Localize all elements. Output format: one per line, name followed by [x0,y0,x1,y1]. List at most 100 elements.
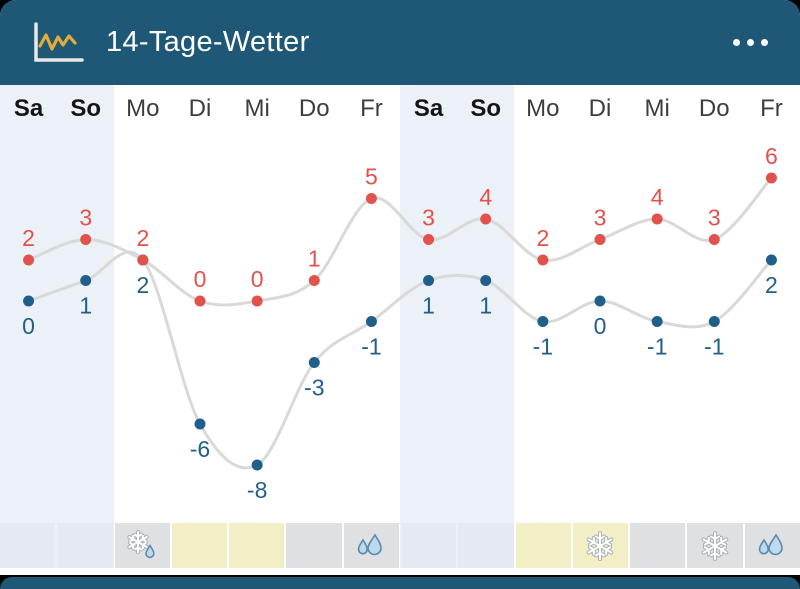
temp-label-low: 1 [79,293,92,319]
temp-point-high [423,234,435,245]
forecast-body: Sa So Mo Di Mi Do Fr Sa So Mo Di Mi Do Fr 0 1 2 -6 -8 -3 -1… [0,85,800,575]
temp-label-high: 3 [79,205,92,231]
temp-label-high: 3 [708,205,721,231]
weekend-band [400,85,515,568]
forecast-cell [572,523,629,568]
temperature-chart: 0 1 2 -6 -8 -3 -1 1 1 -1 0 -1 -1 2 2 3 2 0 0 1 5 3 4 2 3 4 3 6 [22,143,778,503]
temp-point-high [23,254,35,266]
temp-point-high [537,254,549,266]
forecast-cell [114,523,170,568]
day-label: Do [298,95,330,122]
temp-label-high: 3 [422,205,435,231]
rain-icon [358,533,383,555]
forecast-cell [57,523,113,568]
temp-point-low [23,295,35,307]
forecast-cell [286,523,342,568]
line-chart-icon [26,18,88,68]
temp-label-high: 5 [365,164,378,190]
temp-point-high [594,234,606,245]
temp-label-low: -1 [361,334,381,360]
temp-label-high: 4 [479,184,492,210]
day-label: Di [188,95,212,122]
widget-header: 14-Tage-Wetter [0,0,800,85]
temp-label-low: 1 [479,293,492,319]
temp-label-high: 6 [765,143,778,169]
ellipsis-icon [747,39,754,46]
temp-label-high: 0 [251,266,264,292]
forecast-cell [744,523,800,568]
temp-point-low [537,316,549,327]
more-options-button[interactable] [727,27,774,58]
temp-label-low: -1 [647,334,667,360]
day-label: So [70,95,102,122]
condition-strip [0,523,800,568]
temp-point-low [708,316,720,327]
temp-point-high [80,234,92,245]
temp-label-low: 1 [422,293,435,319]
rain-icon [759,533,784,555]
weather-widget[interactable]: 14-Tage-Wetter Sa So Mo Di Mi Do Fr Sa So Mo Di Mi D… [0,0,800,575]
forecast-cell [458,523,514,568]
temp-label-low: -3 [304,375,324,401]
temp-label-high: 4 [651,184,664,210]
day-label: Sa [413,95,444,122]
forecast-cell [343,523,399,568]
temp-point-low [365,316,377,327]
day-label: Do [698,95,730,122]
snow-icon [701,530,729,561]
temp-label-low: -6 [190,436,210,462]
day-label: So [470,95,502,122]
temp-point-high [194,295,206,307]
temp-label-high: 3 [594,205,607,231]
temp-label-low: -8 [247,477,267,503]
temp-point-low [251,459,263,471]
forecast-cell [400,523,457,568]
temp-point-low [308,357,320,368]
temp-point-high [708,234,720,245]
temp-label-high: 0 [194,266,207,292]
ellipsis-icon [733,39,740,46]
forecast-cell [171,523,228,568]
temp-label-low: 2 [136,272,149,298]
snow-icon [587,530,614,561]
day-label: Mo [126,95,160,122]
temp-label-low: 0 [594,313,607,339]
widget-title: 14-Tage-Wetter [106,26,310,58]
temp-label-low: 0 [22,313,35,339]
temp-point-high [137,254,149,266]
temp-point-low [651,316,663,327]
day-label: Mi [644,95,670,122]
temp-label-low: -1 [533,334,553,360]
temp-label-high: 2 [536,225,549,251]
temp-point-high [651,213,663,225]
temp-point-low [194,418,206,430]
weekend-band [0,85,115,568]
forecast-cell [515,523,571,568]
forecast-cell [229,523,285,568]
temp-point-high [765,172,777,184]
day-label: Fr [760,95,783,122]
day-label: Sa [13,95,44,122]
sleet-icon [127,529,155,558]
temp-label-high: 2 [136,225,149,251]
temp-point-low [765,254,777,266]
temp-point-low [480,275,492,286]
temp-point-low [423,275,435,286]
day-label: Mi [244,95,270,122]
day-label: Di [588,95,612,122]
temp-label-high: 2 [22,225,35,251]
next-card-header[interactable] [0,577,800,589]
temp-point-low [594,295,606,307]
forecast-cell [0,523,56,568]
forecast-cell [630,523,686,568]
temp-point-high [308,275,320,286]
day-label-row: Sa So Mo Di Mi Do Fr Sa So Mo Di Mi Do Fr [0,85,800,133]
temp-point-high [251,295,263,307]
temp-label-low: 2 [765,272,778,298]
temp-label-low: -1 [704,334,724,360]
day-label: Fr [360,95,383,122]
temp-point-low [80,275,92,286]
ellipsis-icon [761,39,768,46]
forecast-cell [687,523,743,568]
